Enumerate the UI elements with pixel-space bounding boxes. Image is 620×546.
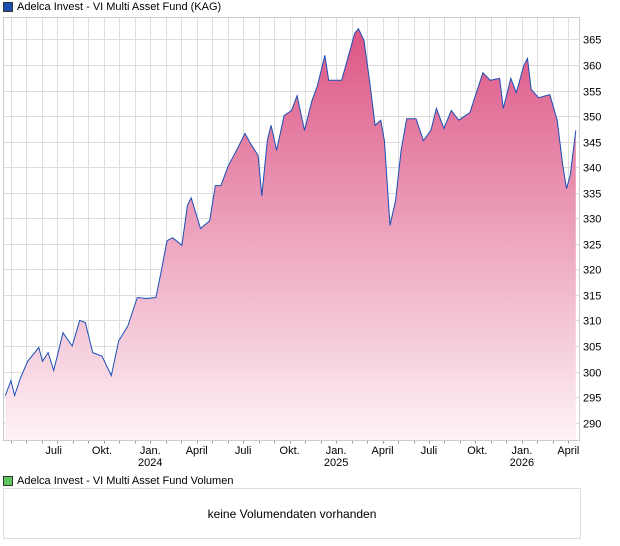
y-tick-label: 295 xyxy=(583,393,601,405)
x-tick-year: 2025 xyxy=(324,457,348,469)
volume-panel: keine Volumendaten vorhanden xyxy=(3,488,581,539)
x-tick-label: Jan. xyxy=(140,445,161,457)
y-tick-label: 360 xyxy=(583,61,601,73)
x-tick-label: Jan. xyxy=(326,445,347,457)
volume-legend-label: Adelca Invest - VI Multi Asset Fund Volu… xyxy=(17,475,234,487)
x-tick-label: Okt. xyxy=(92,445,112,457)
y-tick-label: 305 xyxy=(583,342,601,354)
price-chart: 290 295 300 305 310 315 320 325 330 335 340 345 350 3… xyxy=(3,17,601,469)
y-tick-label: 330 xyxy=(583,214,601,226)
y-tick-label: 355 xyxy=(583,87,601,99)
x-tick-label: Jan. xyxy=(512,445,533,457)
price-area xyxy=(5,28,576,441)
plot-border xyxy=(3,17,580,441)
y-tick-label: 365 xyxy=(583,35,601,47)
volume-legend: Adelca Invest - VI Multi Asset Fund Volu… xyxy=(3,475,233,487)
x-tick-label: April xyxy=(186,445,208,457)
y-tick-label: 320 xyxy=(583,265,601,277)
volume-legend-swatch xyxy=(3,476,13,486)
price-legend-swatch xyxy=(3,2,13,12)
y-tick-label: 300 xyxy=(583,368,601,380)
x-tick-label: Juli xyxy=(421,445,438,457)
y-tick-label: 350 xyxy=(583,112,601,124)
x-tick-label: Okt. xyxy=(280,445,300,457)
x-tick-label: Okt. xyxy=(467,445,487,457)
x-tick-label: April xyxy=(557,445,579,457)
price-legend-label: Adelca Invest - VI Multi Asset Fund (KAG… xyxy=(17,1,222,13)
y-tick-label: 335 xyxy=(583,189,601,201)
y-tick-label: 345 xyxy=(583,138,601,150)
y-tick-label: 340 xyxy=(583,163,601,175)
y-tick-label: 290 xyxy=(583,419,601,431)
x-tick-label: Juli xyxy=(45,445,62,457)
price-legend: Adelca Invest - VI Multi Asset Fund (KAG… xyxy=(3,1,221,13)
price-line xyxy=(4,27,577,398)
y-tick-label: 310 xyxy=(583,316,601,328)
y-tick-label: 325 xyxy=(583,240,601,252)
x-tick-label: April xyxy=(372,445,394,457)
y-tick-label: 315 xyxy=(583,291,601,303)
x-tick-year: 2026 xyxy=(510,457,534,469)
volume-empty-message: keine Volumendaten vorhanden xyxy=(207,506,377,521)
x-tick-label: Juli xyxy=(235,445,252,457)
x-tick-year: 2024 xyxy=(138,457,162,469)
